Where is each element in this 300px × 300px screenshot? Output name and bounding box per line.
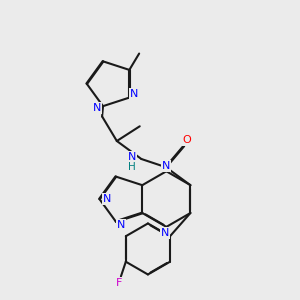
Text: N: N bbox=[116, 220, 125, 230]
Text: N: N bbox=[93, 103, 101, 113]
Text: H: H bbox=[128, 162, 136, 172]
Text: N: N bbox=[128, 152, 136, 162]
Text: N: N bbox=[162, 161, 170, 171]
Text: O: O bbox=[183, 135, 191, 145]
Text: N: N bbox=[103, 194, 111, 204]
Text: F: F bbox=[116, 278, 122, 288]
Text: N: N bbox=[130, 89, 138, 99]
Text: N: N bbox=[160, 228, 169, 238]
